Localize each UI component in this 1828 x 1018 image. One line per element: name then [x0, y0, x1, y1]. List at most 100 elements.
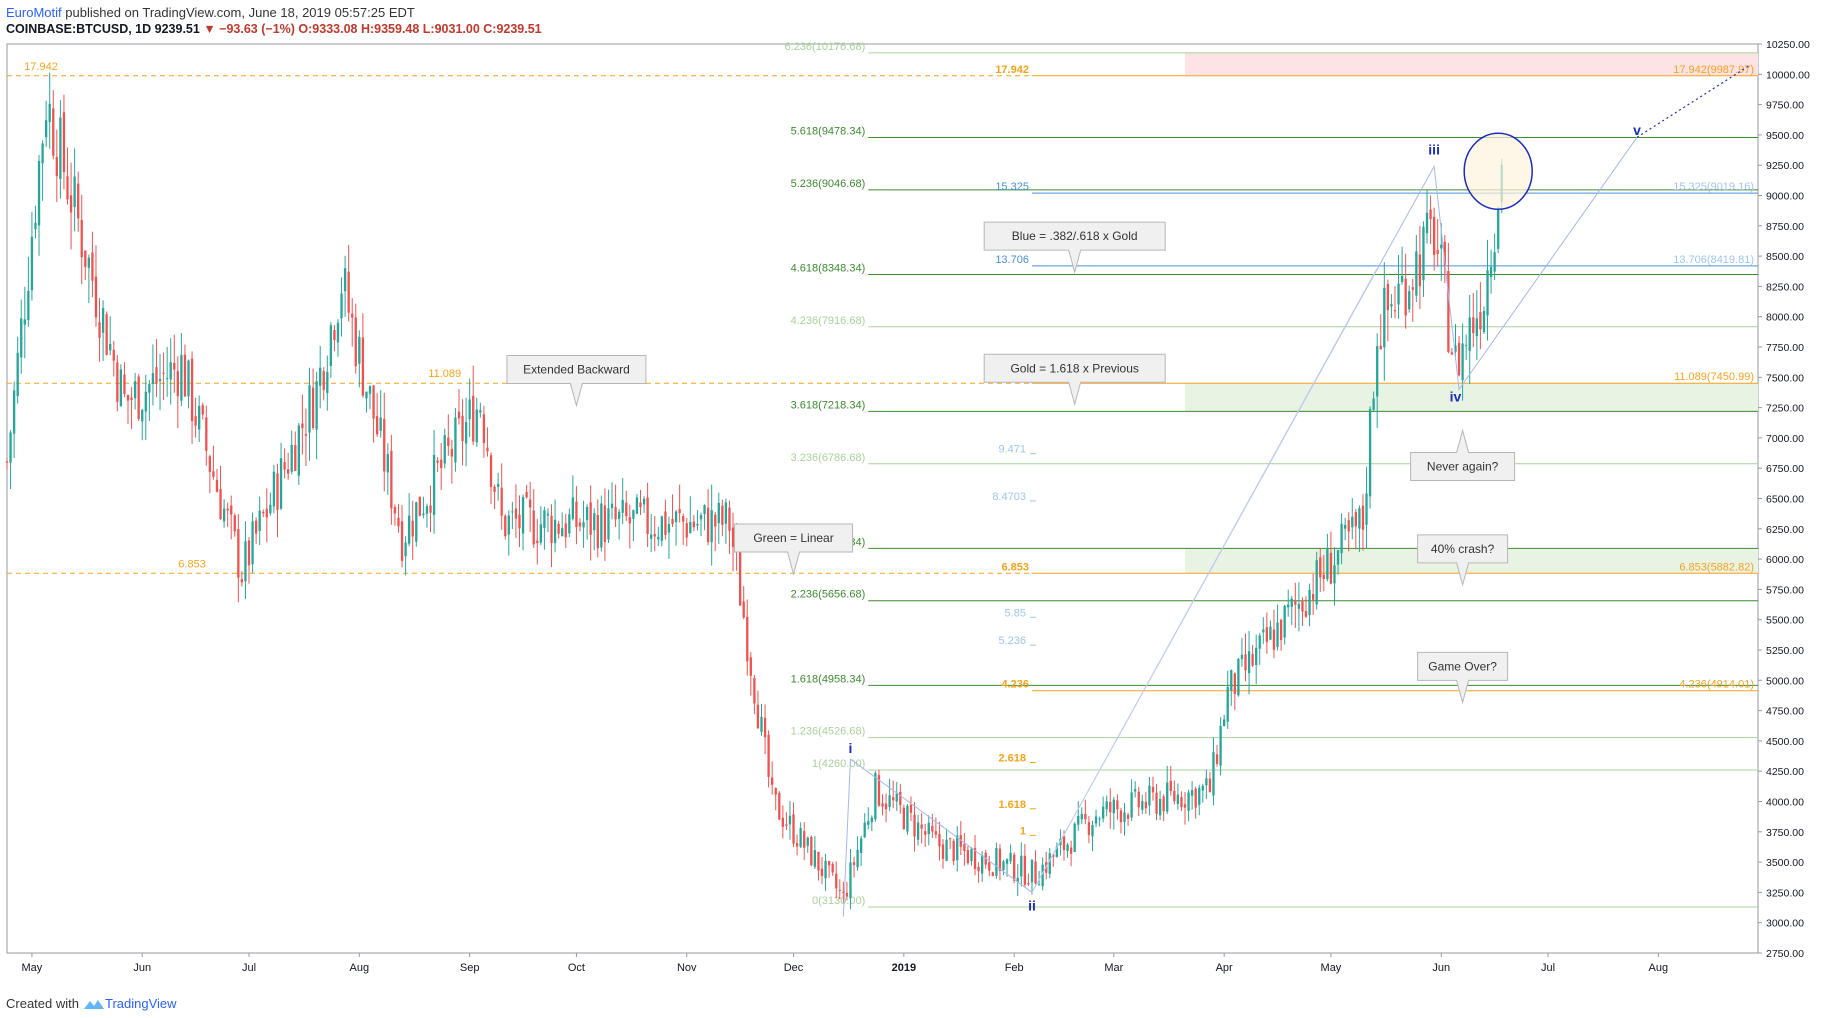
candle [628, 504, 631, 549]
candle [817, 851, 820, 881]
candle [977, 862, 980, 883]
candle [48, 72, 51, 149]
candle-body [496, 483, 500, 488]
candle-body [863, 822, 866, 838]
wave-label: i [849, 740, 853, 756]
callout-text: Game Over? [1428, 659, 1497, 673]
candle [635, 494, 639, 515]
candle-body [810, 836, 813, 866]
candle [322, 367, 325, 401]
candle-body [1290, 598, 1293, 607]
candle-body [468, 399, 471, 420]
candle [995, 842, 998, 879]
candle-body [973, 848, 977, 869]
candle [208, 454, 212, 494]
candle-body [795, 843, 799, 847]
blue-minor-label: 5.85 [1005, 607, 1026, 619]
candle-body [1080, 813, 1083, 820]
candle-body [1393, 310, 1397, 312]
candle [824, 853, 827, 892]
candle [1073, 822, 1076, 853]
candle [877, 769, 881, 807]
candle [233, 513, 236, 537]
candle [137, 373, 140, 422]
candle-body [212, 471, 215, 477]
candle [109, 316, 112, 356]
candle-body [1283, 605, 1286, 638]
candle-body [1311, 594, 1315, 600]
candle [959, 821, 962, 856]
candle [400, 504, 404, 568]
candle [543, 506, 546, 550]
candle-body [920, 824, 923, 829]
candle [1297, 582, 1301, 632]
candle-body [696, 523, 699, 526]
candle-body [988, 862, 991, 871]
candle-body [1365, 493, 1368, 525]
candle-body [899, 791, 902, 806]
candle [112, 340, 115, 377]
candle-body [208, 456, 212, 472]
candle [1265, 612, 1269, 654]
candle [393, 504, 397, 526]
candle-body [1447, 270, 1450, 352]
y-tick-label: 8750.00 [1766, 221, 1804, 233]
orange-fib-left-label: 6.853 [178, 558, 206, 570]
candle [589, 485, 592, 561]
candle [1048, 847, 1051, 879]
candle [1219, 717, 1222, 776]
candle-body [1069, 847, 1073, 854]
candle-body [379, 417, 382, 431]
candle-body [340, 293, 343, 319]
x-tick-label: Aug [1649, 962, 1669, 974]
candle [1023, 843, 1027, 888]
candle [696, 510, 699, 531]
candle-body [1276, 622, 1279, 648]
candle-body [728, 507, 731, 531]
candle-body [1397, 283, 1400, 305]
candle-body [315, 381, 318, 430]
candle [340, 277, 343, 337]
candle [251, 512, 254, 573]
candle [1486, 239, 1489, 341]
candle-body [856, 849, 859, 868]
candle-body [262, 511, 265, 514]
candle-body [1329, 552, 1333, 584]
candle [795, 834, 799, 856]
candle [52, 90, 55, 160]
candle-body [1020, 855, 1023, 877]
candle [1386, 279, 1390, 342]
candle-body [304, 434, 308, 436]
candle-body [1198, 787, 1201, 805]
callout-bubble [506, 354, 647, 408]
candle [585, 504, 589, 540]
x-tick-label: May [22, 962, 43, 974]
candle [792, 802, 795, 848]
tradingview-icon [83, 999, 104, 1009]
candle-body [1386, 283, 1390, 311]
candle-body [183, 354, 187, 397]
candle [475, 397, 478, 447]
candle-body [1237, 658, 1240, 696]
candle [724, 498, 728, 544]
candle [714, 511, 717, 552]
candle-body [5, 461, 9, 463]
candle-body [351, 313, 354, 318]
y-tick-label: 8250.00 [1766, 281, 1804, 293]
y-tick-label: 6750.00 [1766, 463, 1804, 475]
candle [1436, 218, 1439, 267]
tradingview-logo[interactable]: TradingView [83, 996, 177, 1011]
candle-body [1379, 345, 1382, 350]
channel-line [1031, 267, 1378, 893]
candle-body [286, 469, 290, 474]
candle-body [461, 415, 464, 442]
y-tick-label: 7500.00 [1766, 372, 1804, 384]
candle-body [543, 510, 546, 528]
green-fib-label: 0(3130.00) [812, 895, 865, 907]
candle [920, 813, 923, 844]
author-link[interactable]: EuroMotif [6, 5, 62, 20]
candle-body [422, 513, 425, 516]
candle [689, 496, 692, 534]
candle [1109, 788, 1112, 829]
